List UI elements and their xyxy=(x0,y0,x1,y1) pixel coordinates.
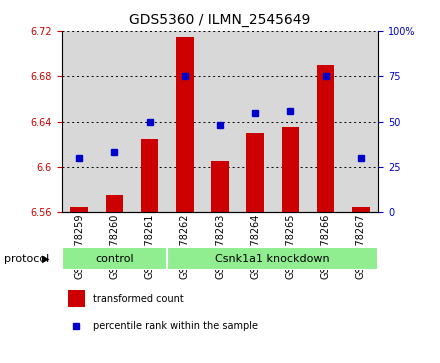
Bar xyxy=(68,290,85,307)
Bar xyxy=(176,37,194,212)
Bar xyxy=(352,207,370,212)
Bar xyxy=(97,31,132,212)
Text: control: control xyxy=(95,254,134,264)
Bar xyxy=(106,195,123,212)
Bar xyxy=(167,31,202,212)
Bar xyxy=(132,31,167,212)
Text: ▶: ▶ xyxy=(42,254,49,264)
Bar xyxy=(273,31,308,212)
Text: transformed count: transformed count xyxy=(93,294,184,303)
Bar xyxy=(62,247,167,270)
Text: protocol: protocol xyxy=(4,254,50,264)
Bar xyxy=(70,207,88,212)
Bar xyxy=(282,127,299,212)
Bar xyxy=(141,139,158,212)
Bar xyxy=(317,65,334,212)
Text: Csnk1a1 knockdown: Csnk1a1 knockdown xyxy=(216,254,330,264)
Bar xyxy=(62,31,97,212)
Bar xyxy=(343,31,378,212)
Bar xyxy=(211,161,229,212)
Bar xyxy=(238,31,273,212)
Bar xyxy=(167,247,378,270)
Text: percentile rank within the sample: percentile rank within the sample xyxy=(93,321,258,331)
Bar xyxy=(308,31,343,212)
Bar xyxy=(202,31,238,212)
Title: GDS5360 / ILMN_2545649: GDS5360 / ILMN_2545649 xyxy=(129,13,311,27)
Bar xyxy=(246,133,264,212)
